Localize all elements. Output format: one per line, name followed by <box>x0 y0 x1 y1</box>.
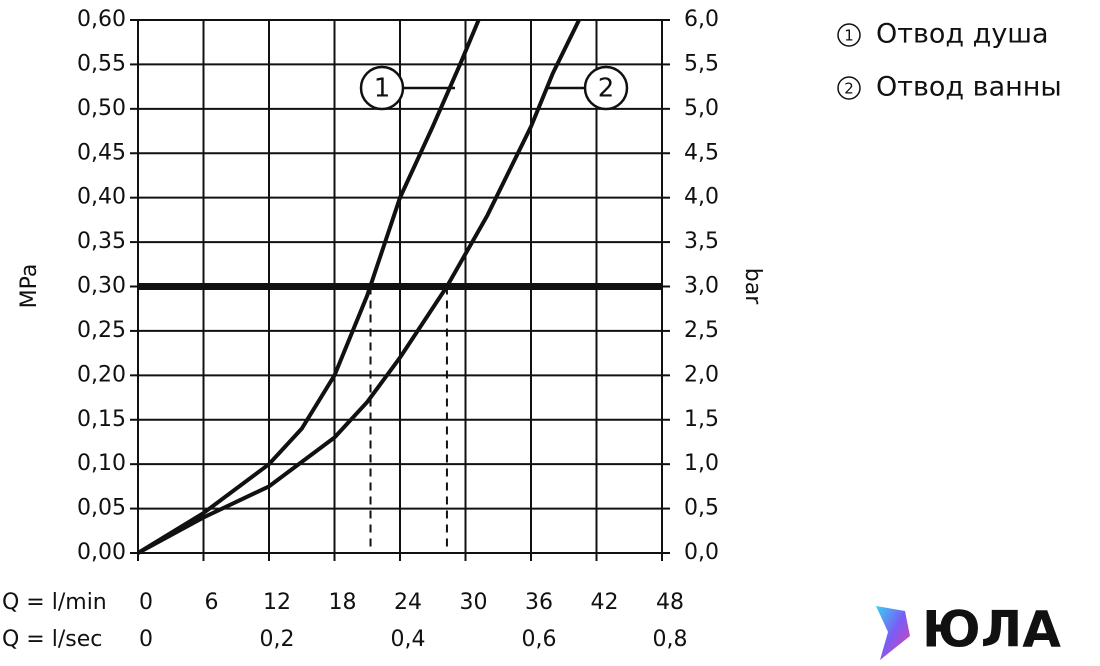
x2-axis-label: Q = l/sec <box>2 627 102 652</box>
y-tick-label: 0,00 <box>77 540 126 565</box>
series-label: 1 <box>374 74 391 104</box>
x2-tick-label: 0,2 <box>260 627 295 652</box>
x-tick-label: 0 <box>139 590 153 615</box>
y-tick-label: 0,30 <box>77 274 126 299</box>
x-tick-label: 24 <box>394 590 422 615</box>
legend-label: Отвод душа <box>876 19 1049 50</box>
y2-tick-label: 3,0 <box>684 274 719 299</box>
x-tick-label: 36 <box>525 590 553 615</box>
y2-tick-label: 2,5 <box>684 318 719 343</box>
y2-tick-label: 1,0 <box>684 451 719 476</box>
watermark: ЮЛА <box>922 601 1061 659</box>
y-tick-label: 0,05 <box>77 496 126 521</box>
y2-tick-label: 4,0 <box>684 185 719 210</box>
x-tick-label: 48 <box>656 590 684 615</box>
legend-symbol-label: 2 <box>844 80 854 98</box>
y2-tick-label: 2,0 <box>684 362 719 387</box>
legend-symbol-label: 1 <box>844 27 854 45</box>
y2-tick-label: 5,5 <box>684 51 719 76</box>
y-tick-label: 0,35 <box>77 229 126 254</box>
y-tick-label: 0,25 <box>77 318 126 343</box>
legend-label: Отвод ванны <box>876 72 1062 103</box>
x-tick-label: 42 <box>591 590 619 615</box>
legend-symbol <box>837 76 861 100</box>
series-label-circle <box>583 65 629 111</box>
legend-symbol <box>837 23 861 47</box>
y2-tick-label: 3,5 <box>684 229 719 254</box>
x2-tick-label: 0,4 <box>391 627 426 652</box>
y2-tick-label: 0,0 <box>684 540 719 565</box>
x2-tick-label: 0 <box>139 627 153 652</box>
x2-tick-label: 0,6 <box>522 627 557 652</box>
y-tick-label: 0,20 <box>77 362 126 387</box>
x-tick-label: 12 <box>263 590 291 615</box>
x-tick-label: 30 <box>460 590 488 615</box>
y-tick-label: 0,55 <box>77 51 126 76</box>
logo-icon <box>876 606 910 660</box>
series-label-circle <box>359 65 405 111</box>
line-series <box>137 19 581 555</box>
y2-axis-label: bar <box>740 268 765 305</box>
y-tick-label: 0,15 <box>77 407 126 432</box>
y-tick-label: 0,45 <box>77 140 126 165</box>
y2-tick-label: 5,0 <box>684 96 719 121</box>
x-axis-label: Q = l/min <box>2 590 107 615</box>
y2-tick-label: 1,5 <box>684 407 719 432</box>
y2-tick-label: 4,5 <box>684 140 719 165</box>
y-tick-label: 0,40 <box>77 185 126 210</box>
y2-tick-label: 6,0 <box>684 7 719 32</box>
y2-tick-label: 0,5 <box>684 496 719 521</box>
y-tick-label: 0,50 <box>77 96 126 121</box>
x2-tick-label: 0,8 <box>653 627 688 652</box>
y-axis-label: MPa <box>17 264 42 309</box>
y-tick-label: 0,60 <box>77 7 126 32</box>
x-tick-label: 18 <box>329 590 357 615</box>
x-tick-label: 6 <box>205 590 219 615</box>
series-label: 2 <box>598 74 615 104</box>
line-series <box>136 19 481 555</box>
y-tick-label: 0,10 <box>77 451 126 476</box>
